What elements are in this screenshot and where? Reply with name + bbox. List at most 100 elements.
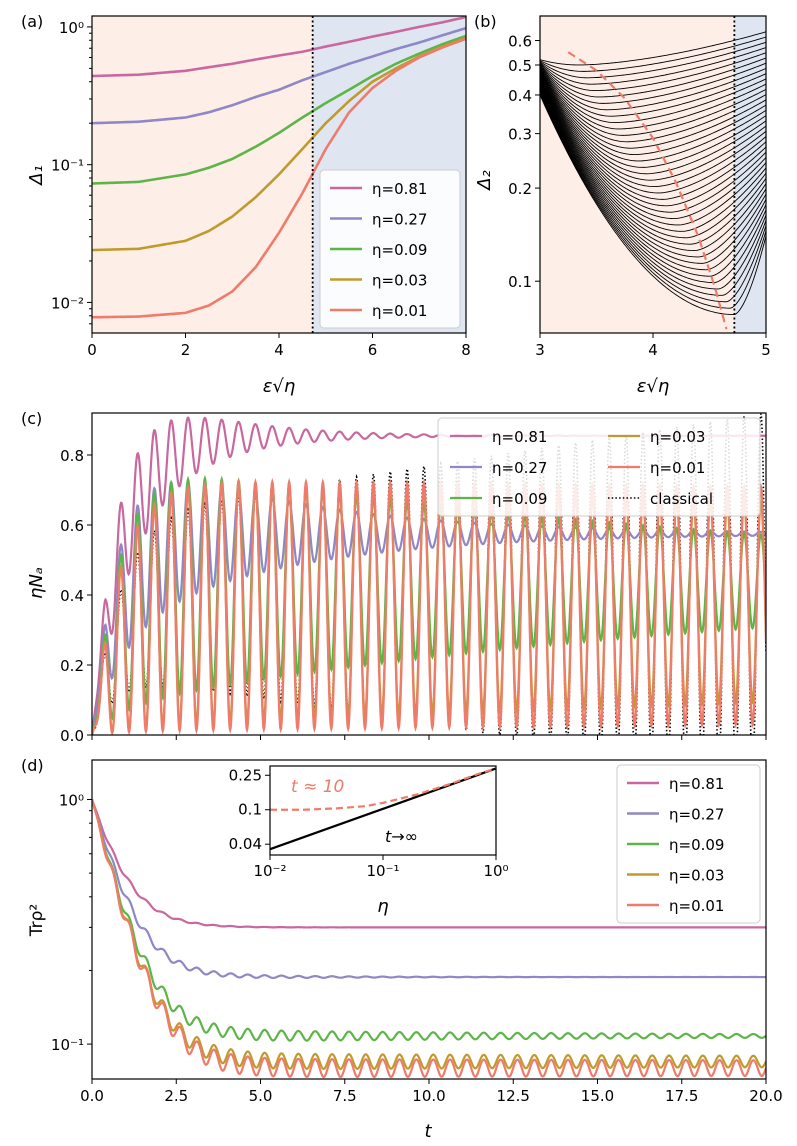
family-line (540, 91, 766, 290)
family-line (540, 78, 766, 200)
x-tick-label: 12.5 (497, 1087, 530, 1105)
family-line (540, 79, 766, 207)
series-line-2 (91, 34, 467, 185)
family-line (540, 47, 766, 85)
legend-label: η=0.01 (669, 897, 724, 915)
y-tick-label: 10⁻² (51, 294, 84, 312)
legend-label: η=0.03 (669, 867, 724, 885)
series-line-3 (91, 36, 467, 252)
x-tick-label: 2 (181, 341, 191, 359)
legend-label: η=0.03 (650, 428, 705, 446)
x-axis-label: ε√η (263, 376, 296, 397)
series-line-1 (91, 26, 467, 125)
legend-box (319, 169, 461, 329)
inset-y-tick-label: 0.1 (238, 801, 262, 819)
family-line (540, 82, 766, 226)
x-axis-label: t (424, 1121, 432, 1142)
inset-x-axis-label: η (377, 896, 388, 917)
family-line (540, 90, 766, 284)
x-tick-label: 6 (368, 341, 378, 359)
family-line (540, 74, 766, 175)
family-line (540, 66, 766, 117)
legend-label: η=0.09 (669, 836, 724, 854)
curve-family (540, 31, 766, 330)
y-axis-label: Trρ² (27, 904, 47, 937)
y-tick-label: 0.2 (60, 657, 84, 675)
x-tick-label: 0 (87, 341, 97, 359)
x-tick-label: 7.5 (333, 1087, 357, 1105)
y-tick-label: 0.1 (508, 273, 532, 291)
x-tick-label: 3 (535, 341, 545, 359)
family-line (540, 85, 766, 252)
x-axis-label: ε√η (637, 376, 670, 397)
x-tick-label: 2.5 (164, 1087, 188, 1105)
family-line (540, 84, 766, 245)
y-tick-label: 0.4 (508, 87, 532, 105)
family-line (540, 83, 766, 232)
x-tick-label: 4 (274, 341, 284, 359)
family-line (540, 73, 766, 168)
series-line-3 (92, 799, 766, 1071)
family-line (540, 76, 766, 188)
panel-label: (a) (21, 12, 43, 31)
legend-box (437, 417, 761, 517)
inset-x-tick-label: 10⁻¹ (366, 862, 399, 880)
legend-label: η=0.81 (372, 180, 427, 198)
series-line-4 (91, 37, 467, 319)
family-line (540, 72, 766, 156)
inset-dashed-label: t ≈ 10 (291, 777, 344, 797)
family-line (540, 92, 766, 303)
y-tick-label: 0.5 (508, 57, 532, 75)
family-line (540, 92, 766, 296)
y-tick-label: 10⁰ (59, 19, 84, 37)
panel-d: 0.0 2.5 5.0 7.5 10.0 12.5 15.0 17.5 20.0 10⁰ 10⁻¹ (… (21, 756, 783, 1142)
x-tick-label: 10.0 (412, 1087, 445, 1105)
y-tick-label: 10⁰ (59, 791, 84, 809)
family-line (540, 93, 766, 309)
legend-label: η=0.01 (372, 302, 427, 320)
y-tick-label: 0.0 (60, 727, 84, 745)
panel-label: (c) (21, 409, 42, 428)
family-line (540, 31, 766, 66)
panel-label: (d) (21, 756, 44, 775)
series-group (92, 413, 766, 735)
x-tick-label: 20.0 (749, 1087, 782, 1105)
family-line (540, 88, 766, 271)
x-tick-label: 0.0 (80, 1087, 104, 1105)
inset-y-tick-label: 0.04 (229, 835, 262, 853)
series-group (92, 799, 766, 1079)
y-tick-label: 0.4 (60, 587, 84, 605)
panel-b: 3 4 5 0.6 0.5 0.4 0.3 0.2 0.1 (b) ε√η Δ₂ (474, 12, 771, 397)
legend-label: η=0.81 (492, 428, 547, 446)
series-line-4 (92, 477, 766, 735)
legend-label: η=0.03 (372, 272, 427, 290)
panel-a: 0 2 4 6 8 10⁰ 10⁻¹ 10⁻² (a) ε√η Δ₁ η=0.81 η=0.27 η=0.… (21, 12, 471, 397)
legend-label: classical (650, 490, 713, 508)
y-tick-label: 0.6 (60, 517, 84, 535)
legend-label: η=0.27 (669, 806, 724, 824)
y-tick-label: 10⁻¹ (51, 157, 84, 175)
family-line (540, 65, 766, 111)
y-tick-label: 10⁻¹ (51, 1036, 84, 1054)
family-line (540, 89, 766, 277)
x-tick-label: 17.5 (665, 1087, 698, 1105)
region-0 (540, 16, 735, 333)
x-tick-label: 4 (648, 341, 658, 359)
family-line (540, 41, 766, 79)
family-line (540, 73, 766, 162)
series-line-1 (92, 799, 766, 980)
family-line (540, 68, 766, 130)
dashed-curve (567, 51, 728, 330)
x-tick-label: 15.0 (581, 1087, 614, 1105)
family-line (540, 71, 766, 149)
legend-label: η=0.27 (492, 459, 547, 477)
x-tick-label: 5.0 (249, 1087, 273, 1105)
family-line (540, 94, 766, 316)
panel-c: 0.0 0.2 0.4 0.6 0.8 (c) ηNₐ η=0.81 η=0.27 η=0.09 η… (21, 409, 767, 745)
x-tick-label: 5 (761, 341, 771, 359)
series-line-2 (92, 799, 766, 1042)
legend-label: η=0.27 (372, 211, 427, 229)
family-line (540, 77, 766, 194)
inset-solid-label: t→∞ (385, 827, 418, 846)
